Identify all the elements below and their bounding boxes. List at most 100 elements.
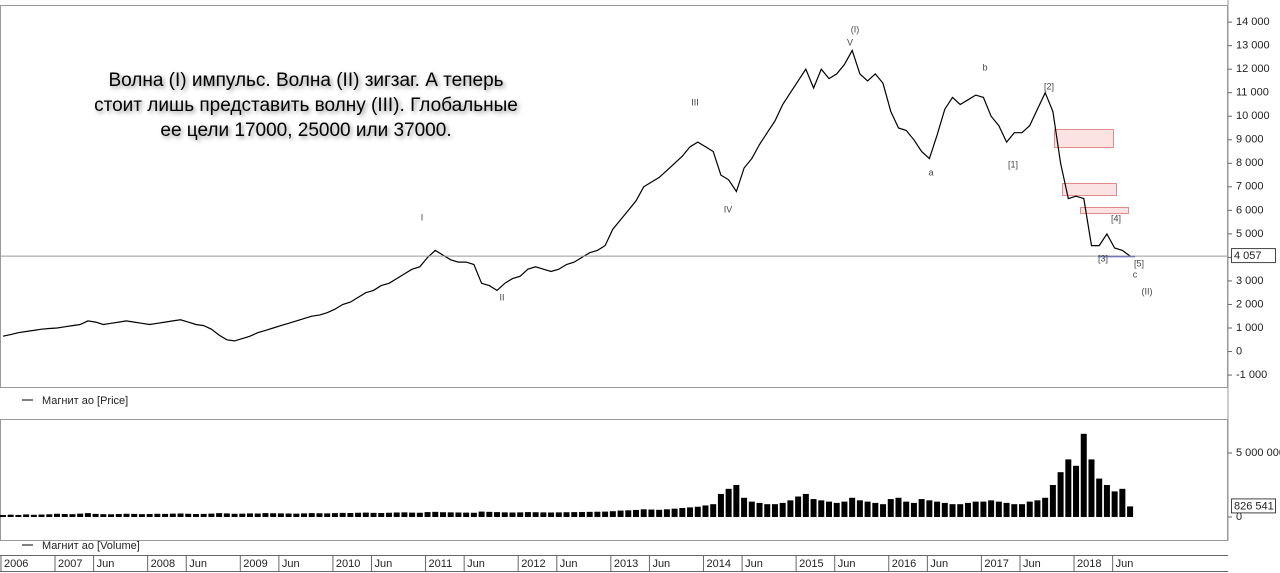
volume-bar [1096, 478, 1103, 517]
volume-bar [602, 511, 609, 517]
volume-bar [331, 513, 338, 517]
price-line [2, 48, 1131, 342]
volume-bar [771, 504, 778, 517]
volume-bar [486, 511, 493, 517]
y-tick-label: 10 000 [1236, 110, 1270, 122]
wave-label: [3] [1098, 253, 1108, 263]
volume-bar [910, 502, 917, 517]
volume-bar [1119, 488, 1126, 517]
volume-bar [617, 510, 624, 517]
volume-bar [277, 513, 284, 517]
volume-bar [725, 488, 732, 517]
volume-bar [517, 512, 524, 517]
volume-bar [810, 499, 817, 517]
volume-bar [355, 512, 362, 517]
volume-bar [818, 500, 825, 517]
volume-bar [416, 512, 423, 517]
volume-bar [293, 513, 300, 517]
volume-bar [23, 514, 30, 517]
volume-bar [687, 507, 694, 517]
volume-bar [872, 502, 879, 517]
x-tick-label: Jun [282, 558, 300, 570]
x-tick-label: 2016 [892, 558, 916, 570]
volume-bar [694, 506, 701, 517]
volume-bar [61, 514, 68, 517]
volume-bar [308, 513, 315, 517]
volume-bar [532, 512, 539, 517]
wave-label: I [421, 212, 424, 222]
legend-label: Магнит ао [Price] [42, 395, 128, 407]
x-tick-label: 2012 [521, 558, 545, 570]
wave-label: IV [724, 204, 733, 214]
volume-bar [185, 513, 192, 517]
wave-label: a [928, 167, 933, 177]
volume-bar [92, 513, 99, 517]
x-tick-label: Jun [375, 558, 393, 570]
volume-bar [385, 512, 392, 517]
y-tick-label: 9 000 [1236, 134, 1264, 146]
volume-bar [864, 501, 871, 517]
volume-bar [756, 502, 763, 517]
volume-bar [501, 512, 508, 517]
volume-bar [540, 512, 547, 517]
volume-bar [957, 504, 964, 517]
volume-bar [988, 500, 995, 517]
legend-label: Магнит ао [Volume] [42, 540, 140, 552]
volume-bar [1111, 491, 1118, 517]
volume-bar [478, 511, 485, 517]
wave-label: b [982, 62, 987, 72]
volume-bar [494, 512, 501, 517]
y-tick-label: 7 000 [1236, 181, 1264, 193]
volume-bar [663, 509, 670, 517]
volume-bar [849, 497, 856, 517]
volume-bar [285, 513, 292, 517]
volume-bar [463, 512, 470, 517]
x-tick-label: Jun [189, 558, 207, 570]
volume-bar [115, 514, 122, 517]
y-tick-label: 0 [1236, 345, 1242, 357]
volume-bar [856, 500, 863, 517]
volume-bar [239, 513, 246, 517]
volume-bar [1026, 501, 1033, 517]
wave-label: II [499, 292, 504, 302]
x-tick-label: Jun [97, 558, 115, 570]
volume-bar [795, 496, 802, 517]
target-zone [1054, 129, 1114, 148]
volume-bar [84, 513, 91, 517]
volume-bar [787, 500, 794, 517]
volume-bar [980, 501, 987, 517]
volume-bar [779, 502, 786, 517]
y-tick-label: -1 000 [1236, 369, 1267, 381]
volume-bar [1034, 500, 1041, 517]
volume-bar [748, 501, 755, 517]
headline: стоит лишь представить волну (III). Глоб… [94, 95, 518, 116]
volume-bar [1019, 504, 1025, 517]
volume-bar [432, 511, 439, 517]
volume-bar [826, 501, 832, 517]
volume-bar [741, 497, 748, 517]
volume-bar [717, 493, 724, 517]
volume-bar [216, 513, 223, 517]
volume-bar [934, 501, 941, 517]
volume-bar [208, 513, 215, 517]
current-value-box [1231, 498, 1276, 514]
volume-bar [69, 514, 76, 517]
x-tick-label: 2011 [429, 558, 453, 570]
volume-bar [424, 512, 431, 517]
volume-bar [54, 513, 60, 517]
volume-bar [0, 515, 6, 517]
volume-bar [524, 512, 531, 517]
volume-bar [362, 512, 369, 517]
volume-bar [1073, 465, 1080, 517]
x-tick-label: Jun [560, 558, 578, 570]
volume-bar [926, 500, 933, 517]
volume-bar [555, 512, 562, 517]
volume-bar [895, 497, 902, 517]
y-tick-label: 6 000 [1236, 204, 1264, 216]
volume-bar [671, 508, 678, 517]
x-tick-label: 2010 [336, 558, 360, 570]
volume-bar [192, 514, 199, 517]
volume-bar [1042, 497, 1049, 517]
